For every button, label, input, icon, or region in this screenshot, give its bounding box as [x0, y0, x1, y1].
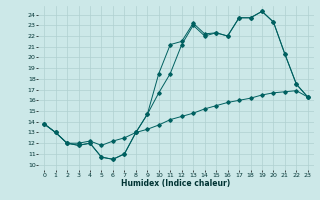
- X-axis label: Humidex (Indice chaleur): Humidex (Indice chaleur): [121, 179, 231, 188]
